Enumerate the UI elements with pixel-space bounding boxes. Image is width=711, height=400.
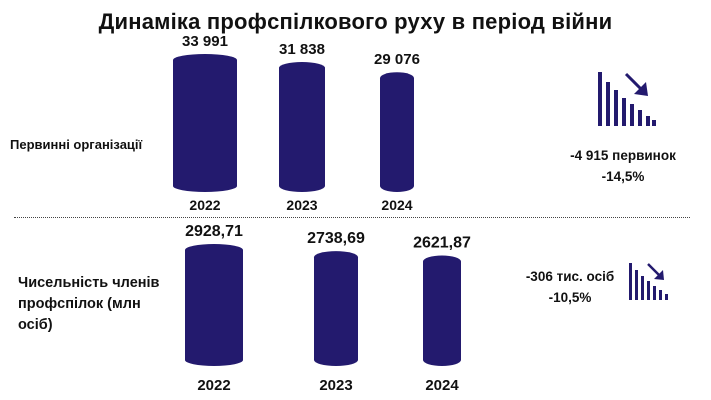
value-label: 31 838 <box>279 41 325 58</box>
bar-organizations-2024 <box>380 72 414 192</box>
chart-title: Динаміка профспілкового руху в період ві… <box>98 9 613 34</box>
summary-members-change: -306 тис. осіб <box>525 269 615 284</box>
summary-members: -306 тис. осіб -10,5% <box>510 266 630 308</box>
year-label: 2024 <box>425 377 459 394</box>
bar-members-2023 <box>314 251 358 366</box>
year-label: 2022 <box>197 377 230 394</box>
declining-bars-icon <box>598 72 656 126</box>
declining-bars-icon <box>629 263 668 300</box>
summary-members-percent: -10,5% <box>548 290 592 305</box>
year-label: 2022 <box>189 197 220 213</box>
summary-organizations: -4 915 первинок -14,5% <box>548 145 698 187</box>
value-label: 2621,87 <box>413 235 471 252</box>
row-label-members: Чисельність членів профспілок (млн осіб) <box>18 275 160 333</box>
bar-organizations-2023 <box>279 61 325 192</box>
section-divider <box>14 217 690 218</box>
bar-members-2024 <box>423 255 461 366</box>
summary-organizations-change: -4 915 первинок <box>570 148 676 163</box>
bar-members-2022 <box>185 244 243 366</box>
row-label-organizations: Первинні організації <box>10 137 143 152</box>
value-label: 29 076 <box>374 51 420 68</box>
summary-organizations-percent: -14,5% <box>601 169 645 184</box>
bar-organizations-2022 <box>173 54 237 192</box>
year-label: 2023 <box>286 197 317 213</box>
year-label: 2023 <box>319 377 352 394</box>
year-label: 2024 <box>381 197 412 213</box>
value-label: 33 991 <box>182 33 228 50</box>
value-label: 2738,69 <box>307 230 365 247</box>
value-label: 2928,71 <box>185 223 243 240</box>
